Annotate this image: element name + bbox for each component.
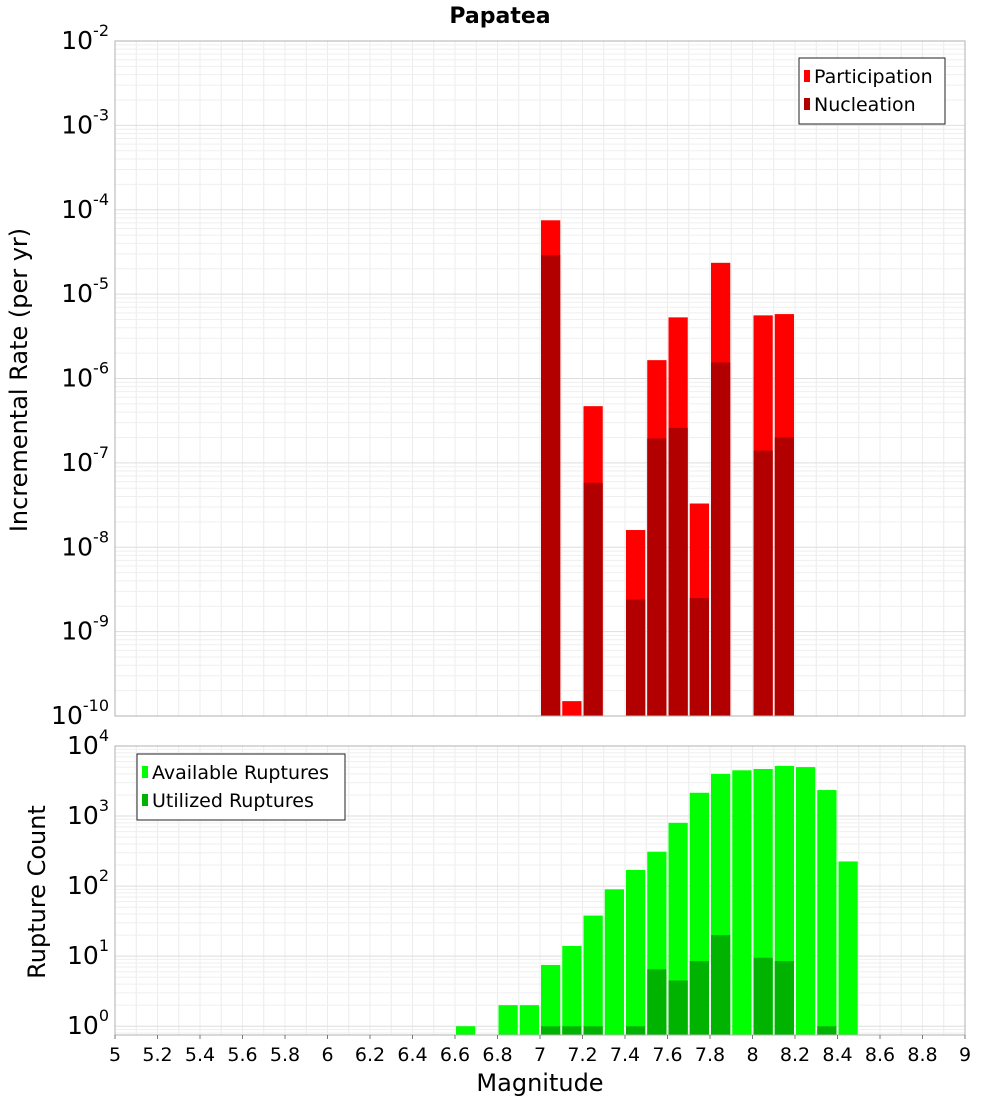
- bar-nucleation: [711, 362, 731, 716]
- y-tick-label: 100: [67, 1006, 109, 1040]
- bar-available-ruptures: [519, 1005, 539, 1035]
- y-tick-label: 10-10: [51, 696, 109, 730]
- count-panel: 100 101 102 103 104 5 5.2 5.4 5.6 5.8 6 6.2 6.4 6.6 6.…: [67, 726, 971, 1066]
- bar-utilized-ruptures: [583, 1026, 603, 1035]
- legend-swatch: [142, 794, 148, 806]
- x-tick-label: 5.2: [142, 1044, 172, 1066]
- bar-utilized-ruptures: [774, 961, 794, 1035]
- bar-utilized-ruptures: [626, 1026, 646, 1035]
- bar-available-ruptures: [626, 869, 646, 1035]
- y-tick-label: 10-7: [61, 443, 109, 477]
- bar-nucleation: [774, 437, 794, 716]
- bar-utilized-ruptures: [541, 1026, 561, 1035]
- legend-label: Available Ruptures: [152, 762, 329, 784]
- top-y-axis-label: Incremental Rate (per yr): [5, 228, 33, 532]
- x-tick-label: 6: [321, 1044, 333, 1066]
- x-tick-label: 5.4: [185, 1044, 215, 1066]
- bar-available-ruptures: [562, 945, 582, 1035]
- legend-swatch: [142, 766, 148, 778]
- legend-label: Participation: [814, 66, 933, 88]
- bar-available-ruptures: [817, 790, 837, 1035]
- bar-utilized-ruptures: [562, 1026, 582, 1035]
- bar-utilized-ruptures: [689, 961, 709, 1035]
- x-tick-label: 5.6: [227, 1044, 257, 1066]
- y-tick-label: 10-3: [61, 105, 109, 139]
- bottom-y-axis-label: Rupture Count: [23, 805, 51, 979]
- x-tick-label: 5.8: [270, 1044, 300, 1066]
- legend-label: Utilized Ruptures: [152, 790, 314, 812]
- x-tick-label: 8.2: [780, 1044, 810, 1066]
- x-tick-label: 7.2: [567, 1044, 597, 1066]
- bar-nucleation: [583, 482, 603, 716]
- bar-available-ruptures: [498, 1005, 518, 1035]
- y-tick-label: 10-5: [61, 274, 109, 308]
- x-tick-label: 6.6: [440, 1044, 470, 1066]
- x-tick-label: 7.4: [610, 1044, 640, 1066]
- legend-swatch: [804, 70, 810, 82]
- bar-utilized-ruptures: [711, 935, 731, 1035]
- x-tick-label: 5: [109, 1044, 121, 1066]
- y-tick-label: 10-8: [61, 527, 109, 561]
- bar-nucleation: [753, 450, 773, 716]
- bar-available-ruptures: [541, 964, 561, 1035]
- legend: Participation Nucleation: [798, 57, 946, 125]
- bar-utilized-ruptures: [647, 969, 667, 1035]
- x-tick-label: 6.2: [355, 1044, 385, 1066]
- x-tick-label: 6.4: [397, 1044, 427, 1066]
- rate-panel: 10-10 10-9 10-8 10-7 10-6 10-5 10-4 10-3 10-2 Par…: [51, 21, 966, 730]
- bar-nucleation: [689, 598, 709, 716]
- bar-available-ruptures: [732, 770, 752, 1035]
- bar-utilized-ruptures: [817, 1026, 837, 1035]
- bar-nucleation: [668, 427, 688, 716]
- y-tick-label: 104: [67, 726, 109, 760]
- bar-utilized-ruptures: [668, 980, 688, 1035]
- y-tick-label: 102: [67, 866, 109, 900]
- bar-utilized-ruptures: [753, 957, 773, 1035]
- x-tick-label: 7: [534, 1044, 546, 1066]
- bar-nucleation: [647, 438, 667, 716]
- bar-nucleation: [626, 599, 646, 716]
- x-tick-label: 8: [746, 1044, 758, 1066]
- x-tick-label: 8.8: [907, 1044, 937, 1066]
- legend-box: [798, 57, 946, 125]
- x-tick-label: 8.4: [822, 1044, 852, 1066]
- x-axis-label: Magnitude: [476, 1069, 603, 1097]
- x-tick-label: 7.6: [652, 1044, 682, 1066]
- x-tick-label: 7.8: [695, 1044, 725, 1066]
- x-tick-label: 6.8: [482, 1044, 512, 1066]
- x-tick-label: 9: [959, 1044, 971, 1066]
- bar-nucleation: [541, 255, 561, 716]
- legend-box: [136, 753, 346, 821]
- y-tick-label: 10-9: [61, 612, 109, 646]
- y-tick-label: 101: [67, 936, 109, 970]
- bar-available-ruptures: [604, 889, 624, 1035]
- y-tick-label: 10-4: [61, 190, 109, 224]
- legend-swatch: [804, 98, 810, 110]
- bar-available-ruptures: [456, 1026, 476, 1035]
- legend-label: Nucleation: [814, 94, 916, 116]
- y-tick-label: 10-2: [61, 21, 109, 55]
- bar-participation: [562, 701, 582, 716]
- bar-available-ruptures: [838, 861, 858, 1035]
- bar-available-ruptures: [583, 915, 603, 1035]
- plot-border: [114, 40, 966, 717]
- x-tick-label: 8.6: [865, 1044, 895, 1066]
- y-tick-label: 10-6: [61, 359, 109, 393]
- bar-available-ruptures: [796, 767, 816, 1035]
- legend: Available Ruptures Utilized Ruptures: [136, 753, 346, 821]
- chart-title: Papatea: [449, 4, 550, 29]
- y-tick-label: 103: [67, 796, 109, 830]
